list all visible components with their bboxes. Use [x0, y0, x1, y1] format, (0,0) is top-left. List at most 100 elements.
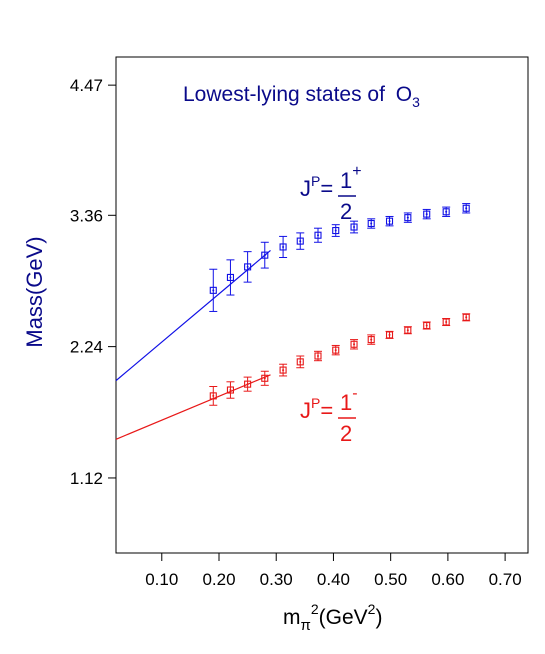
point-dot [465, 316, 468, 319]
point-dot [334, 349, 337, 352]
point-marker [296, 237, 304, 245]
point-marker [442, 318, 450, 326]
data-point [209, 385, 218, 406]
point-dot [353, 343, 356, 346]
data-point [279, 235, 288, 259]
x-tick-label: 0.70 [489, 570, 522, 589]
data-point [226, 259, 235, 296]
data-point [296, 355, 305, 369]
point-marker [423, 321, 431, 330]
series-label-minus-den: 2 [340, 421, 352, 446]
point-marker [226, 273, 234, 281]
point-marker [462, 313, 470, 321]
series-label-minus-num: 1- [340, 385, 358, 415]
point-dot [263, 377, 266, 380]
data-point [243, 376, 252, 392]
point-marker [385, 331, 394, 339]
point-marker [404, 326, 412, 334]
data-point [422, 208, 431, 220]
point-marker [209, 392, 217, 400]
y-tick-label: 3.36 [70, 206, 103, 225]
x-tick-label: 0.10 [145, 570, 178, 589]
data-point [331, 344, 340, 356]
point-marker [332, 226, 340, 235]
plot-frame [115, 56, 529, 554]
x-tick-label: 0.20 [202, 570, 235, 589]
fit-line-0 [115, 250, 271, 382]
series-label-plus-den: 2 [340, 199, 352, 224]
point-marker [350, 340, 358, 348]
y-tick-label: 4.47 [70, 76, 103, 95]
y-tick-label: 2.24 [70, 338, 103, 357]
data-point [209, 268, 218, 312]
point-marker [462, 204, 470, 212]
data-point [350, 220, 359, 234]
point-dot [334, 229, 337, 232]
point-marker [314, 231, 322, 239]
data-point [260, 241, 269, 269]
data-point [243, 251, 252, 283]
point-marker [244, 380, 252, 388]
point-marker [279, 243, 287, 251]
data-points [209, 203, 471, 406]
series-label-plus-j: JP= [300, 173, 333, 201]
point-marker [261, 251, 269, 259]
data-point [313, 350, 322, 362]
point-dot [229, 276, 232, 279]
point-dot [316, 234, 319, 237]
data-point [442, 206, 451, 217]
point-dot [229, 389, 232, 392]
data-point [331, 224, 340, 237]
point-marker [423, 210, 431, 218]
series-label-plus: JP= 1+ 2 [300, 163, 362, 224]
point-marker [442, 208, 450, 216]
y-tick-label: 1.12 [70, 469, 103, 488]
point-dot [263, 254, 266, 257]
point-dot [406, 329, 409, 332]
x-tick-label: 0.50 [374, 570, 407, 589]
point-marker [279, 366, 287, 374]
point-dot [445, 210, 448, 213]
data-point [260, 370, 269, 386]
point-dot [212, 289, 215, 292]
point-dot [246, 383, 249, 386]
point-dot [282, 369, 285, 372]
data-point [367, 218, 376, 229]
data-point [385, 330, 394, 339]
data-point [385, 215, 394, 227]
x-axis-label: mπ2(GeV2) [283, 601, 382, 634]
point-dot [282, 245, 285, 248]
point-dot [370, 222, 373, 225]
point-dot [425, 213, 428, 216]
point-marker [404, 214, 412, 222]
point-dot [388, 333, 391, 336]
data-point [442, 317, 451, 327]
point-dot [370, 338, 373, 341]
point-marker [367, 219, 375, 228]
data-point [403, 212, 412, 223]
point-dot [465, 207, 468, 210]
point-marker [314, 352, 322, 360]
x-tick-label: 0.40 [317, 570, 350, 589]
chart-title: Lowest-lying states of O3 [183, 83, 420, 110]
point-dot [246, 265, 249, 268]
point-dot [212, 394, 215, 397]
data-point [367, 334, 376, 345]
point-marker [244, 263, 252, 271]
point-marker [209, 286, 217, 294]
point-marker [350, 223, 358, 231]
axis-ticks: 0.10 0.20 0.30 0.40 0.50 0.60 0.70 1.12 2.24 3.36… [70, 76, 522, 589]
y-axis-label: Mass(GeV) [22, 236, 47, 347]
point-marker [261, 374, 269, 382]
point-marker [296, 358, 304, 366]
data-point [350, 339, 359, 350]
series-label-minus-j: JP= [300, 395, 333, 423]
data-point [462, 203, 471, 214]
series-label-minus: JP= 1- 2 [300, 385, 358, 446]
data-point [279, 363, 288, 377]
x-tick-label: 0.60 [431, 570, 464, 589]
point-dot [299, 240, 302, 243]
data-point [462, 313, 471, 322]
point-dot [425, 324, 428, 327]
